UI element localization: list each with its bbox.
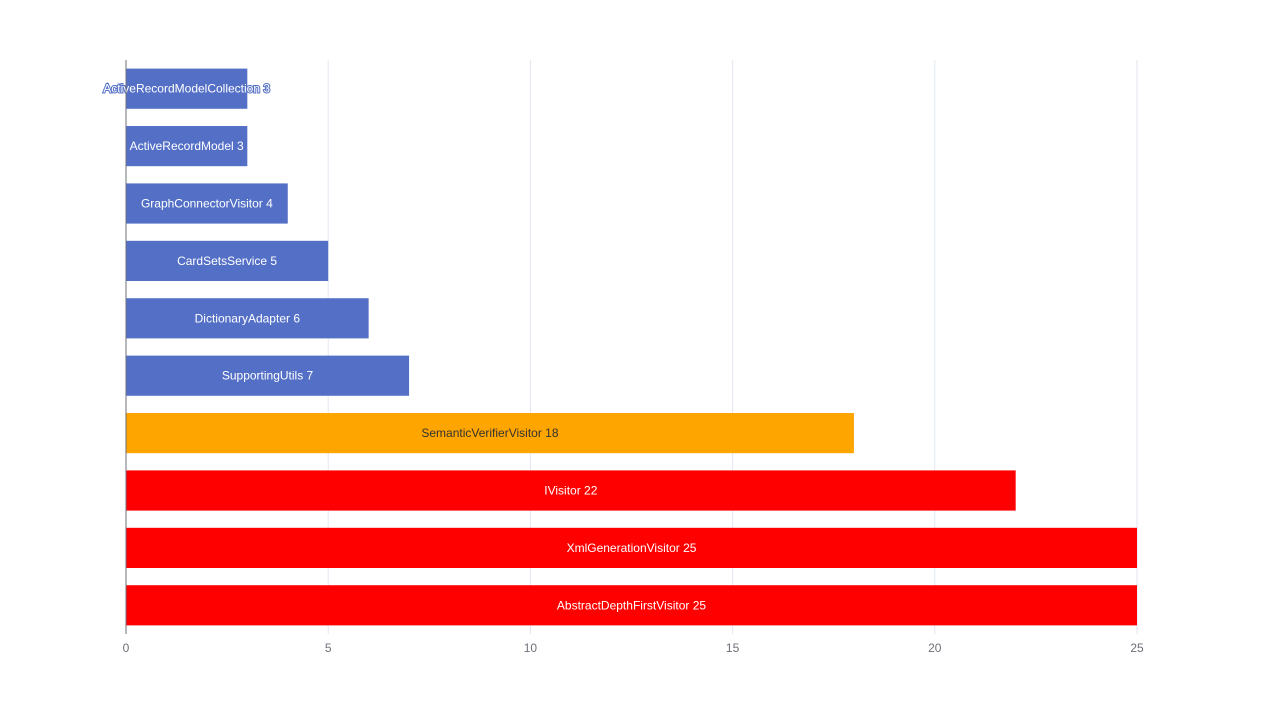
bar[interactable] <box>126 413 854 454</box>
x-tick-label: 15 <box>726 641 740 655</box>
x-tick-label: 20 <box>928 641 942 655</box>
bar-label: IVisitor 22 <box>544 484 597 498</box>
bar[interactable] <box>126 470 1016 511</box>
bar[interactable] <box>126 585 1137 626</box>
bar[interactable] <box>126 68 248 109</box>
bar[interactable] <box>126 183 288 224</box>
bar[interactable] <box>126 298 369 339</box>
bar-label: GraphConnectorVisitor 4 <box>141 197 273 211</box>
bar-label: ActiveRecordModel 3 <box>130 139 244 153</box>
x-tick-label: 5 <box>325 641 332 655</box>
bar[interactable] <box>126 240 329 281</box>
bar-label: AbstractDepthFirstVisitor 25 <box>557 598 706 612</box>
bar-label: CardSetsService 5 <box>177 254 277 268</box>
bar-label: DictionaryAdapter 6 <box>195 311 301 325</box>
bar[interactable] <box>126 355 410 396</box>
x-tick-label: 10 <box>524 641 538 655</box>
bar-label: XmlGenerationVisitor 25 <box>567 541 697 555</box>
x-axis: 0 5 10 15 20 25 <box>123 60 1144 655</box>
bar-label: SemanticVerifierVisitor 18 <box>421 426 559 440</box>
x-tick-label: 0 <box>123 641 130 655</box>
bar-label: ActiveRecordModelCollection 3 <box>103 82 270 96</box>
bars: ActiveRecordModelCollection 3 ActiveRecor… <box>102 68 1137 626</box>
bar-label: SupportingUtils 7 <box>222 369 314 383</box>
x-tick-label: 25 <box>1130 641 1144 655</box>
bar[interactable] <box>126 126 248 167</box>
bar[interactable] <box>126 527 1137 568</box>
